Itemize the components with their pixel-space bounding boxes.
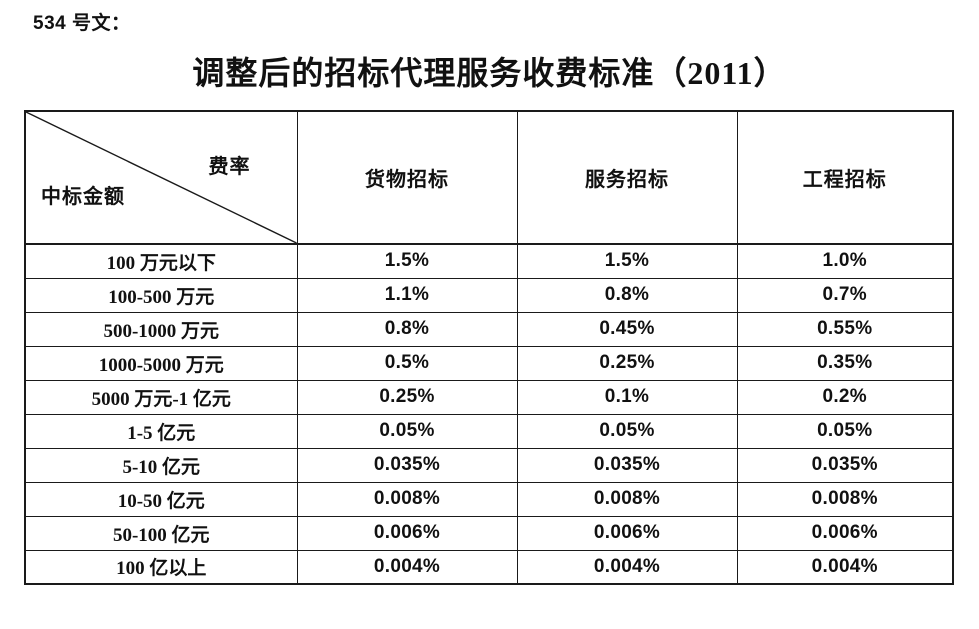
rate-value: 0.05% bbox=[516, 413, 738, 449]
table-row: 100-500 万元 1.1% 0.8% 0.7% bbox=[24, 277, 954, 313]
rate-value: 0.004% bbox=[516, 549, 738, 585]
corner-label-award-amount: 中标金额 bbox=[41, 186, 125, 208]
rate-value: 0.05% bbox=[296, 413, 518, 449]
table-row: 500-1000 万元 0.8% 0.45% 0.55% bbox=[24, 311, 954, 347]
award-amount-range-label: 100 万元以下 bbox=[24, 243, 298, 279]
table-row: 1000-5000 万元 0.5% 0.25% 0.35% bbox=[24, 345, 954, 381]
rate-value: 0.006% bbox=[516, 515, 738, 551]
fee-rate-table: 费率 中标金额 货物招标 服务招标 工程招标 100 万元以下 1.5% 1.5% 1… bbox=[24, 110, 954, 585]
award-amount-range-label: 50-100 亿元 bbox=[24, 515, 298, 551]
award-amount-range-label: 100-500 万元 bbox=[24, 277, 298, 313]
rate-value: 0.035% bbox=[736, 447, 954, 483]
rate-value: 0.004% bbox=[736, 549, 954, 585]
award-amount-range-label: 100 亿以上 bbox=[24, 549, 298, 585]
page-title: 调整后的招标代理服务收费标准（2011） bbox=[192, 55, 787, 91]
rate-value: 0.004% bbox=[296, 549, 518, 585]
rate-value: 0.45% bbox=[516, 311, 738, 347]
rate-value: 0.8% bbox=[296, 311, 518, 347]
rate-value: 1.1% bbox=[296, 277, 518, 313]
table-row: 10-50 亿元 0.008% 0.008% 0.008% bbox=[24, 481, 954, 517]
rate-value: 0.035% bbox=[296, 447, 518, 483]
diagonal-divider-line bbox=[26, 112, 297, 243]
award-amount-range-label: 500-1000 万元 bbox=[24, 311, 298, 347]
award-amount-range-label: 1000-5000 万元 bbox=[24, 345, 298, 381]
diagonal-header-cell: 费率 中标金额 bbox=[24, 110, 298, 245]
table-row: 50-100 亿元 0.006% 0.006% 0.006% bbox=[24, 515, 954, 551]
rate-value: 0.55% bbox=[736, 311, 954, 347]
award-amount-range-label: 5-10 亿元 bbox=[24, 447, 298, 483]
rate-value: 0.008% bbox=[296, 481, 518, 517]
table-row: 5000 万元-1 亿元 0.25% 0.1% 0.2% bbox=[24, 379, 954, 415]
rate-value: 0.1% bbox=[516, 379, 738, 415]
award-amount-range-label: 10-50 亿元 bbox=[24, 481, 298, 517]
award-amount-range-label: 5000 万元-1 亿元 bbox=[24, 379, 298, 415]
corner-label-rate: 费率 bbox=[208, 156, 251, 178]
rate-value: 0.2% bbox=[736, 379, 954, 415]
rate-value: 0.25% bbox=[516, 345, 738, 381]
rate-value: 0.008% bbox=[516, 481, 738, 517]
rate-value: 0.8% bbox=[516, 277, 738, 313]
table-row: 5-10 亿元 0.035% 0.035% 0.035% bbox=[24, 447, 954, 483]
rate-value: 0.006% bbox=[736, 515, 954, 551]
column-header-goods-tender: 货物招标 bbox=[296, 110, 518, 245]
table-row: 100 万元以下 1.5% 1.5% 1.0% bbox=[24, 243, 954, 279]
rate-value: 0.35% bbox=[736, 345, 954, 381]
award-amount-range-label: 1-5 亿元 bbox=[24, 413, 298, 449]
rate-value: 1.0% bbox=[736, 243, 954, 279]
document-ref-label: 534 号文： bbox=[33, 13, 131, 34]
table-row: 1-5 亿元 0.05% 0.05% 0.05% bbox=[24, 413, 954, 449]
rate-value: 0.05% bbox=[736, 413, 954, 449]
rate-value: 0.008% bbox=[736, 481, 954, 517]
rate-value: 0.7% bbox=[736, 277, 954, 313]
rate-value: 0.5% bbox=[296, 345, 518, 381]
rate-value: 0.006% bbox=[296, 515, 518, 551]
column-header-service-tender: 服务招标 bbox=[516, 110, 738, 245]
rate-value: 0.035% bbox=[516, 447, 738, 483]
table-header-row: 费率 中标金额 货物招标 服务招标 工程招标 bbox=[24, 110, 954, 245]
table-body: 100 万元以下 1.5% 1.5% 1.0% 100-500 万元 1.1% 0.8% 0.… bbox=[24, 243, 954, 585]
table-row: 100 亿以上 0.004% 0.004% 0.004% bbox=[24, 549, 954, 585]
rate-value: 1.5% bbox=[296, 243, 518, 279]
column-header-engineering-tender: 工程招标 bbox=[736, 110, 954, 245]
rate-value: 1.5% bbox=[516, 243, 738, 279]
rate-value: 0.25% bbox=[296, 379, 518, 415]
